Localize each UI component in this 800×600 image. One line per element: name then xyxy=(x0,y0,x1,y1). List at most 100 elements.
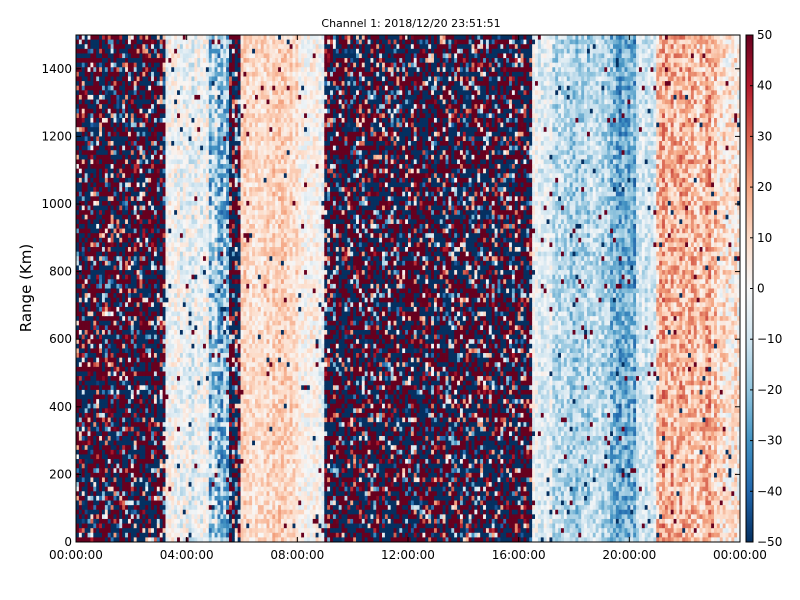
heatmap-cell xyxy=(108,265,111,270)
heatmap-cell xyxy=(82,514,85,519)
heatmap-cell xyxy=(99,395,102,400)
heatmap-cell xyxy=(82,63,85,68)
heatmap-cell xyxy=(122,395,125,400)
heatmap-cell xyxy=(128,187,131,192)
heatmap-cell xyxy=(128,496,131,501)
heatmap-cell xyxy=(102,219,105,224)
heatmap-cell xyxy=(93,210,96,215)
heatmap-cell xyxy=(88,362,91,367)
heatmap-cell xyxy=(82,284,85,289)
heatmap-cell xyxy=(122,399,125,404)
heatmap-cell xyxy=(105,418,108,423)
heatmap-cell xyxy=(99,468,102,473)
heatmap-cell xyxy=(99,348,102,353)
heatmap-cell xyxy=(131,58,134,63)
heatmap-cell xyxy=(108,229,111,234)
heatmap-cell xyxy=(88,408,91,413)
heatmap-cell xyxy=(93,150,96,155)
heatmap-cell xyxy=(82,358,85,363)
heatmap-cell xyxy=(116,344,119,349)
heatmap-cell xyxy=(137,159,140,164)
heatmap-cell xyxy=(102,58,105,63)
heatmap-cell xyxy=(105,367,108,372)
heatmap-cell xyxy=(125,229,128,234)
heatmap-cell xyxy=(125,390,128,395)
heatmap-cell xyxy=(105,459,108,464)
heatmap-cell xyxy=(108,164,111,169)
heatmap-cell xyxy=(119,136,122,141)
heatmap-cell xyxy=(85,482,88,487)
heatmap-cell xyxy=(119,72,122,77)
heatmap-cell xyxy=(131,44,134,49)
heatmap-cell xyxy=(111,367,114,372)
heatmap-cell xyxy=(108,159,111,164)
heatmap-cell xyxy=(96,339,99,344)
heatmap-cell xyxy=(105,113,108,118)
heatmap-cell xyxy=(108,192,111,197)
heatmap-cell xyxy=(125,40,128,45)
heatmap-cell xyxy=(85,49,88,54)
heatmap-cell xyxy=(90,169,93,174)
heatmap-cell xyxy=(96,86,99,91)
heatmap-cell xyxy=(131,381,134,386)
heatmap-cell xyxy=(122,265,125,270)
heatmap-cell xyxy=(102,450,105,455)
heatmap-cell xyxy=(102,169,105,174)
heatmap-cell xyxy=(119,104,122,109)
heatmap-cell xyxy=(122,348,125,353)
heatmap-cell xyxy=(134,164,137,169)
heatmap-cell xyxy=(85,298,88,303)
heatmap-cell xyxy=(128,150,131,155)
heatmap-cell xyxy=(134,40,137,45)
heatmap-cell xyxy=(125,100,128,105)
heatmap-cell xyxy=(108,173,111,178)
heatmap-cell xyxy=(122,422,125,427)
heatmap-cell xyxy=(96,76,99,81)
heatmap-cell xyxy=(108,72,111,77)
heatmap-cell xyxy=(125,477,128,482)
heatmap-cell xyxy=(134,261,137,266)
heatmap-cell xyxy=(108,395,111,400)
heatmap-cell xyxy=(85,422,88,427)
heatmap-cell xyxy=(111,362,114,367)
heatmap-cell xyxy=(88,468,91,473)
heatmap-cell xyxy=(119,312,122,317)
heatmap-cell xyxy=(93,44,96,49)
heatmap-cell xyxy=(125,482,128,487)
heatmap-cell xyxy=(131,127,134,132)
heatmap-cell xyxy=(119,40,122,45)
heatmap-cell xyxy=(99,164,102,169)
heatmap-cell xyxy=(134,441,137,446)
heatmap-cell xyxy=(108,242,111,247)
heatmap-cell xyxy=(88,270,91,275)
heatmap-cell xyxy=(93,505,96,510)
heatmap-cell xyxy=(114,487,117,492)
heatmap-cell xyxy=(119,127,122,132)
heatmap-cell xyxy=(85,127,88,132)
heatmap-cell xyxy=(85,284,88,289)
heatmap-cell xyxy=(105,242,108,247)
heatmap-cell xyxy=(99,358,102,363)
heatmap-cell xyxy=(131,196,134,201)
heatmap-cell xyxy=(134,528,137,533)
heatmap-cell xyxy=(99,316,102,321)
heatmap-cell xyxy=(102,192,105,197)
heatmap-cell xyxy=(114,431,117,436)
heatmap-cell xyxy=(125,302,128,307)
heatmap-cell xyxy=(102,395,105,400)
heatmap-cell xyxy=(93,40,96,45)
heatmap-cell xyxy=(99,109,102,114)
heatmap-cell xyxy=(125,252,128,257)
heatmap-cell xyxy=(114,95,117,100)
heatmap-cell xyxy=(90,123,93,128)
heatmap-cell xyxy=(131,353,134,358)
heatmap-cell xyxy=(96,210,99,215)
heatmap-cell xyxy=(128,233,131,238)
heatmap-cell xyxy=(128,81,131,86)
heatmap-cell xyxy=(134,418,137,423)
heatmap-cell xyxy=(82,408,85,413)
heatmap-cell xyxy=(79,491,82,496)
heatmap-cell xyxy=(108,528,111,533)
heatmap-cell xyxy=(125,219,128,224)
heatmap-cell xyxy=(128,35,131,40)
